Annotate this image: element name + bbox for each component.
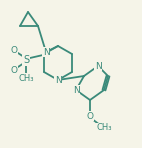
Text: N: N bbox=[43, 48, 49, 57]
Text: CH₃: CH₃ bbox=[96, 123, 112, 132]
Text: O: O bbox=[86, 111, 93, 120]
Text: S: S bbox=[23, 55, 29, 65]
Text: O: O bbox=[11, 66, 17, 74]
Text: N: N bbox=[55, 75, 61, 85]
Text: N: N bbox=[95, 62, 101, 70]
Text: O: O bbox=[11, 45, 17, 54]
Text: N: N bbox=[73, 86, 79, 95]
Text: CH₃: CH₃ bbox=[18, 74, 34, 82]
